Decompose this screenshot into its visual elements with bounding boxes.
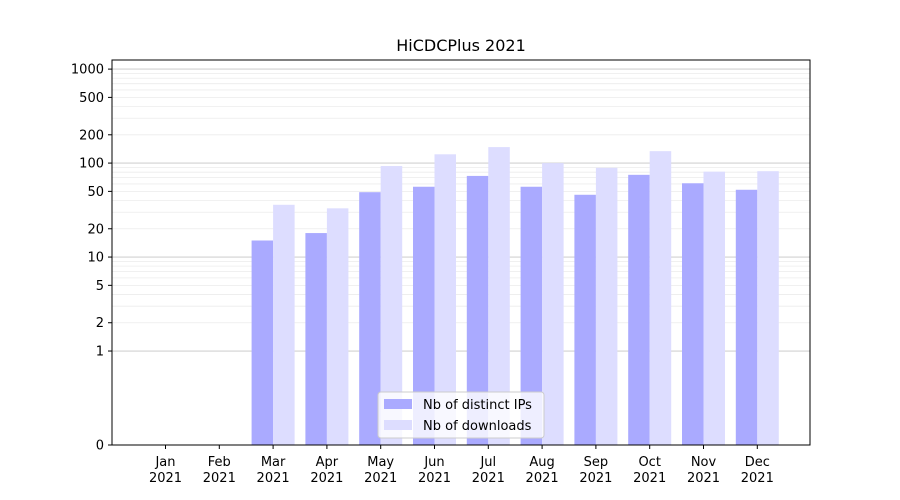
bar-downloads xyxy=(542,163,564,446)
x-tick-label-year: 2021 xyxy=(526,471,559,486)
bar-distinct-ips xyxy=(466,175,489,446)
bar-distinct-ips xyxy=(520,186,543,445)
legend: Nb of distinct IPs Nb of downloads xyxy=(377,391,545,439)
bar-distinct-ips xyxy=(682,183,704,445)
x-tick-label-month: Dec xyxy=(745,455,770,470)
plot-frame xyxy=(111,59,811,446)
bar-downloads xyxy=(757,171,779,445)
x-tick-label-year: 2021 xyxy=(257,471,290,486)
x-tick-label-month: Sep xyxy=(584,455,609,470)
bar-downloads xyxy=(326,208,349,445)
x-tick-label-year: 2021 xyxy=(579,471,612,486)
x-tick-label-year: 2021 xyxy=(687,471,720,486)
x-tick-label-year: 2021 xyxy=(472,471,505,486)
grid-lines xyxy=(112,68,810,352)
legend-swatch xyxy=(384,420,412,430)
x-tick-label-month: Jan xyxy=(154,455,175,470)
chart-title: HiCDCPlus 2021 xyxy=(396,36,526,55)
x-tick-label-year: 2021 xyxy=(310,471,343,486)
x-axis: Jan2021Feb2021Mar2021Apr2021May2021Jun20… xyxy=(149,445,774,486)
x-tick-label-year: 2021 xyxy=(741,471,774,486)
bar-distinct-ips xyxy=(251,240,274,445)
bar-downloads xyxy=(434,154,456,445)
bar-downloads xyxy=(703,171,725,445)
y-tick-label: 200 xyxy=(79,128,104,143)
y-tick-label: 5 xyxy=(96,279,104,294)
y-axis: 0 1 2 5 10 20 50 100 200 500 1000 xyxy=(71,63,112,454)
bar-downloads xyxy=(273,204,295,445)
x-tick-label-year: 2021 xyxy=(203,471,236,486)
x-tick-label-month: Apr xyxy=(316,455,339,470)
bar-distinct-ips xyxy=(359,192,381,445)
bar-downloads xyxy=(649,151,672,446)
x-tick-label-month: Mar xyxy=(261,455,286,470)
x-tick-label-year: 2021 xyxy=(418,471,451,486)
bar-distinct-ips xyxy=(305,233,327,445)
bar-downloads xyxy=(595,167,618,446)
x-tick-label-month: Nov xyxy=(691,455,717,470)
legend-label: Nb of distinct IPs xyxy=(423,398,532,413)
y-tick-label: 100 xyxy=(79,157,104,172)
y-tick-label: 0 xyxy=(96,439,104,454)
bar-distinct-ips xyxy=(574,194,596,445)
bar-distinct-ips xyxy=(628,174,650,445)
bar-distinct-ips xyxy=(735,189,758,445)
y-tick-label: 2 xyxy=(96,316,104,331)
x-tick-label-year: 2021 xyxy=(364,471,397,486)
x-tick-label-month: Aug xyxy=(529,455,554,470)
y-tick-label: 1 xyxy=(96,345,104,360)
legend-label: Nb of downloads xyxy=(423,419,532,434)
y-tick-label: 20 xyxy=(87,222,104,237)
y-tick-label: 1000 xyxy=(71,63,104,78)
bar-downloads xyxy=(488,147,510,445)
y-tick-label: 500 xyxy=(79,91,104,106)
x-tick-label-month: Jul xyxy=(479,455,496,470)
bars xyxy=(251,147,779,446)
y-tick-label: 10 xyxy=(87,251,104,266)
bar-distinct-ips xyxy=(413,186,435,445)
y-tick-label: 50 xyxy=(87,185,104,200)
x-tick-label-year: 2021 xyxy=(633,471,666,486)
x-tick-label-month: May xyxy=(367,455,394,470)
x-tick-label-year: 2021 xyxy=(149,471,182,486)
x-tick-label-month: Oct xyxy=(638,455,660,470)
bar-downloads xyxy=(380,166,403,445)
legend-swatch xyxy=(384,399,412,409)
legend-box xyxy=(377,391,545,439)
x-tick-label-month: Feb xyxy=(208,455,231,470)
x-tick-label-month: Jun xyxy=(423,455,444,470)
